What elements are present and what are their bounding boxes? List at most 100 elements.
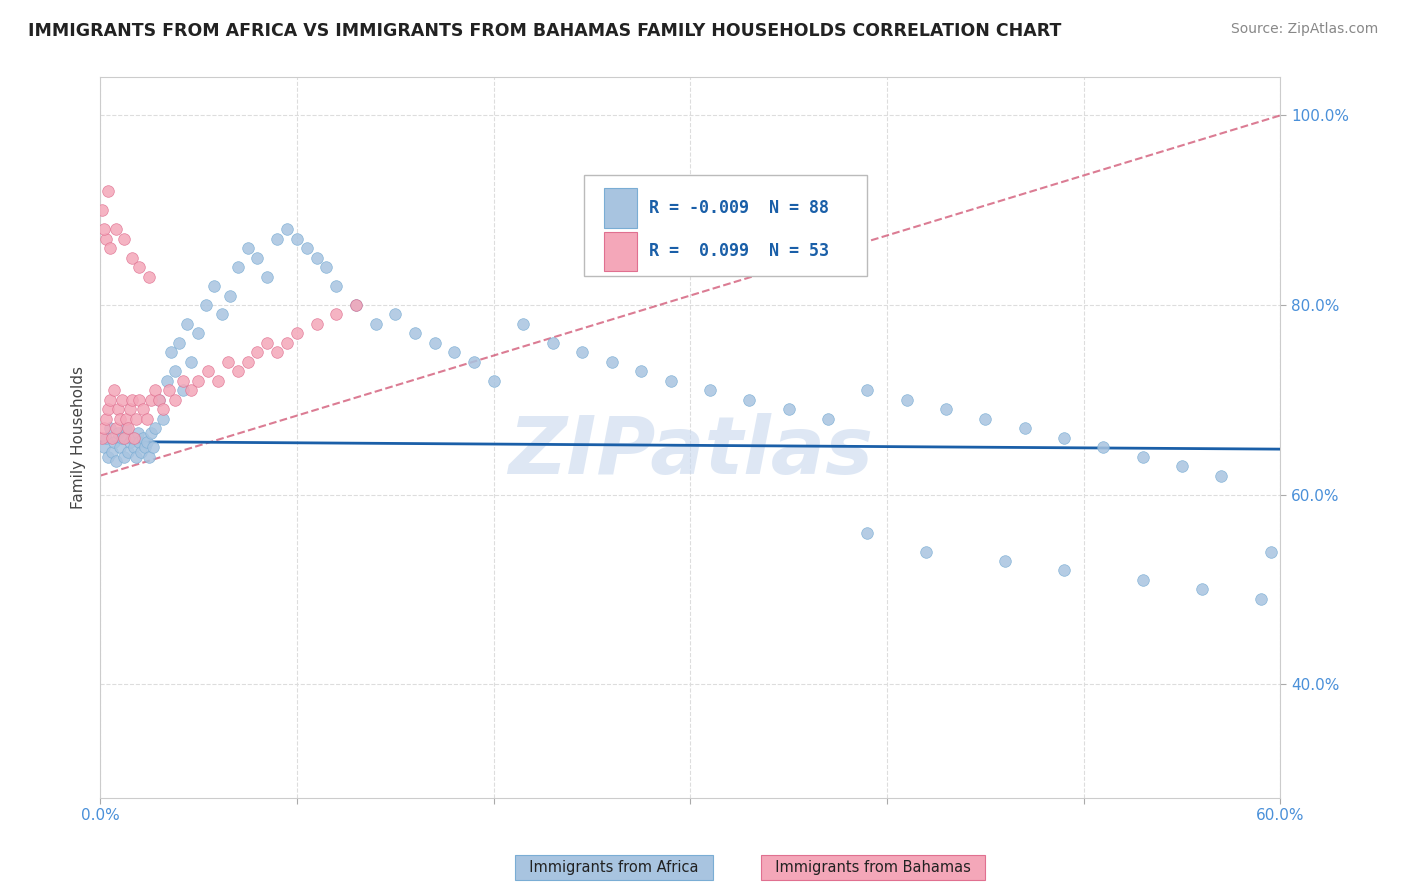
Point: [107, 425, 129, 440]
FancyBboxPatch shape: [583, 175, 868, 276]
Point: [136, 411, 159, 425]
Point: [131, 445, 153, 459]
Point: [443, 345, 465, 359]
Point: [482, 374, 505, 388]
Point: [141, 392, 163, 407]
Point: [541, 335, 564, 350]
Point: [148, 392, 170, 407]
Point: [107, 402, 129, 417]
Point: [121, 392, 143, 407]
Point: [305, 317, 328, 331]
Point: [97, 184, 120, 198]
Point: [128, 260, 150, 274]
Point: [117, 445, 139, 459]
Point: [817, 411, 839, 425]
Point: [994, 554, 1017, 568]
Point: [91, 431, 114, 445]
Point: [132, 402, 155, 417]
Point: [187, 374, 209, 388]
Point: [117, 421, 139, 435]
Point: [180, 355, 202, 369]
FancyBboxPatch shape: [605, 188, 637, 228]
Point: [93, 222, 115, 236]
Point: [91, 203, 114, 218]
Point: [108, 440, 131, 454]
Point: [217, 355, 239, 369]
Point: [132, 431, 155, 445]
Point: [104, 421, 127, 435]
Point: [1211, 468, 1233, 483]
Point: [128, 392, 150, 407]
Point: [1132, 573, 1154, 587]
Point: [136, 435, 159, 450]
Point: [114, 421, 136, 435]
Point: [896, 392, 918, 407]
Point: [98, 241, 121, 255]
Point: [1053, 431, 1076, 445]
FancyBboxPatch shape: [605, 232, 637, 271]
Point: [152, 402, 174, 417]
Point: [172, 384, 194, 398]
Point: [285, 326, 308, 341]
Point: [111, 392, 134, 407]
Point: [571, 345, 593, 359]
Point: [404, 326, 426, 341]
Text: Source: ZipAtlas.com: Source: ZipAtlas.com: [1230, 22, 1378, 37]
Point: [176, 317, 198, 331]
Point: [103, 435, 125, 450]
Point: [101, 431, 124, 445]
Point: [143, 384, 166, 398]
Point: [423, 335, 446, 350]
Point: [138, 269, 160, 284]
Point: [384, 308, 406, 322]
Point: [256, 269, 278, 284]
Point: [226, 260, 249, 274]
Point: [124, 411, 146, 425]
Point: [134, 440, 156, 454]
Point: [778, 402, 800, 417]
Point: [121, 431, 143, 445]
Point: [152, 411, 174, 425]
Point: [104, 454, 127, 468]
Point: [246, 251, 269, 265]
Point: [630, 364, 652, 378]
Text: R =  0.099  N = 53: R = 0.099 N = 53: [650, 243, 830, 260]
Point: [122, 440, 145, 454]
Point: [236, 241, 259, 255]
Point: [305, 251, 328, 265]
Point: [138, 450, 160, 464]
Point: [315, 260, 337, 274]
Point: [108, 411, 131, 425]
Point: [143, 421, 166, 435]
Point: [207, 374, 229, 388]
Point: [974, 411, 997, 425]
Point: [266, 232, 288, 246]
Point: [157, 384, 180, 398]
Point: [1171, 459, 1194, 474]
Point: [1250, 591, 1272, 606]
Point: [935, 402, 957, 417]
Point: [202, 279, 225, 293]
Point: [266, 345, 288, 359]
Point: [163, 364, 186, 378]
Point: [276, 222, 298, 236]
Point: [97, 450, 120, 464]
Point: [172, 374, 194, 388]
Point: [98, 392, 121, 407]
Point: [1260, 544, 1282, 558]
Point: [1132, 450, 1154, 464]
Point: [101, 445, 124, 459]
Point: [738, 392, 761, 407]
Point: [180, 384, 202, 398]
Point: [600, 355, 623, 369]
Point: [344, 298, 367, 312]
Point: [197, 364, 219, 378]
Point: [295, 241, 318, 255]
Point: [246, 345, 269, 359]
Point: [114, 411, 136, 425]
Point: [98, 421, 121, 435]
Point: [93, 440, 115, 454]
Point: [122, 431, 145, 445]
Text: R = -0.009  N = 88: R = -0.009 N = 88: [650, 199, 830, 218]
Point: [118, 402, 141, 417]
